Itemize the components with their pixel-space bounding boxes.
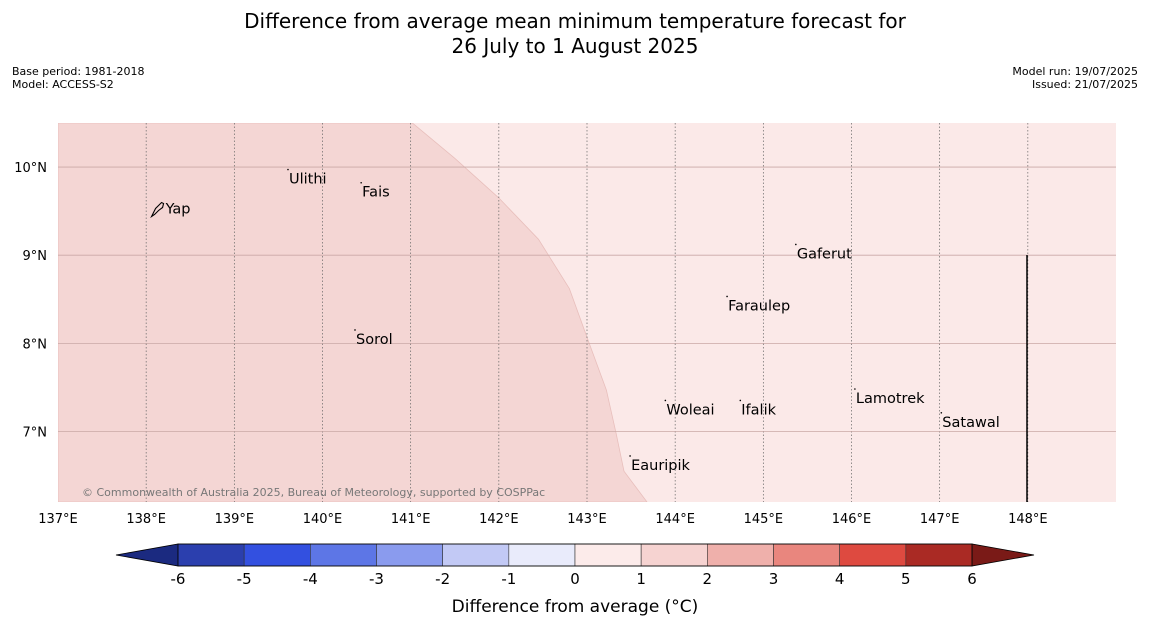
model-run-text: Model run: 19/07/2025 [1012, 65, 1138, 78]
longitude-tick-label: 143°E [567, 512, 607, 527]
island-marker [629, 455, 631, 457]
island-marker [360, 181, 362, 184]
latitude-tick-label: 8°N [23, 337, 48, 352]
place-label: Lamotrek [856, 391, 925, 407]
place-label: Sorol [356, 332, 393, 348]
place-label: Yap [165, 201, 191, 217]
island-marker [795, 243, 797, 246]
colorbar-tick-label: -4 [303, 570, 318, 588]
longitude-tick-label: 141°E [391, 512, 431, 527]
colorbar-segment [508, 543, 576, 567]
longitude-tick-label: 137°E [38, 512, 78, 527]
colorbar-tick-label: -5 [237, 570, 252, 588]
longitude-tick-label: 142°E [479, 512, 519, 527]
colorbar-segment [707, 543, 774, 567]
colorbar-segment [905, 543, 973, 567]
island-marker [287, 168, 289, 171]
place-label: Faraulep [728, 298, 790, 314]
place-label: Ifalik [741, 402, 776, 418]
colorbar-tick-label: -1 [501, 570, 516, 588]
base-period-text: Base period: 1981-2018 [12, 65, 145, 78]
colorbar-tick-label: -2 [435, 570, 450, 588]
longitude-tick-label: 138°E [126, 512, 166, 527]
latitude-tick-label: 9°N [23, 249, 48, 264]
place-label: Fais [362, 185, 389, 201]
longitude-tick-label: 139°E [215, 512, 255, 527]
colorbar: -6 -5 -4 -3 -2 -1 0 1 2 3 4 5 6 [115, 543, 1035, 588]
colorbar-segment [376, 543, 443, 567]
colorbar-low-extension [115, 543, 179, 567]
colorbar-tick-label: 5 [901, 570, 911, 588]
colorbar-tick-label: -6 [171, 570, 186, 588]
island-marker [940, 411, 943, 414]
map-title: Difference from average mean minimum tem… [0, 9, 1150, 59]
island-marker [354, 329, 356, 331]
colorbar-label: Difference from average (°C) [452, 597, 699, 617]
longitude-tick-label: 147°E [920, 512, 960, 527]
colorbar-tick-label: 2 [703, 570, 713, 588]
island-marker [726, 295, 728, 298]
issued-text: Issued: 21/07/2025 [1031, 78, 1138, 91]
island-outline [150, 201, 165, 219]
latitude-tick-label: 7°N [23, 425, 48, 440]
longitude-tick-label: 148°E [1008, 512, 1048, 527]
copyright-text: © Commonwealth of Australia 2025, Bureau… [82, 486, 545, 499]
colorbar-tick-label: 4 [835, 570, 845, 588]
island-marker [854, 388, 856, 390]
metadata-right: Model run: 19/07/2025 Issued: 21/07/2025 [1012, 65, 1138, 91]
colorbar-segment [177, 543, 245, 567]
island-marker [739, 399, 742, 402]
place-label: Eauripik [631, 458, 690, 474]
map-title-line-2: 26 July to 1 August 2025 [451, 34, 699, 58]
colorbar-tick-label: -3 [369, 570, 384, 588]
colorbar-high-extension [971, 543, 1035, 567]
colorbar-segment [640, 543, 708, 567]
longitude-tick-label: 146°E [832, 512, 872, 527]
longitude-tick-label: 145°E [744, 512, 784, 527]
colorbar-segment [442, 543, 510, 567]
colorbar-tick-label: 6 [967, 570, 977, 588]
place-label: Satawal [942, 415, 999, 431]
latitude-tick-label: 10°N [14, 161, 47, 176]
longitude-tick-label: 144°E [655, 512, 695, 527]
longitude-tick-label: 140°E [303, 512, 343, 527]
map-title-line-1: Difference from average mean minimum tem… [244, 9, 906, 33]
colorbar-segment [839, 543, 907, 567]
colorbar-tick-label: 1 [636, 570, 646, 588]
island-marker [664, 399, 667, 402]
place-label: Ulithi [289, 172, 327, 188]
colorbar-tick-label: 0 [570, 570, 580, 588]
place-label: Woleai [666, 402, 714, 418]
model-text: Model: ACCESS-S2 [12, 78, 114, 91]
colorbar-segment [243, 543, 311, 567]
place-label: Gaferut [797, 246, 852, 262]
colorbar-tick-label: 3 [769, 570, 779, 588]
colorbar-segment [773, 543, 840, 567]
metadata-left: Base period: 1981-2018 Model: ACCESS-S2 [12, 65, 144, 91]
colorbar-outline [177, 543, 973, 567]
colorbar-segment [310, 543, 377, 567]
colorbar-segment [574, 543, 642, 567]
